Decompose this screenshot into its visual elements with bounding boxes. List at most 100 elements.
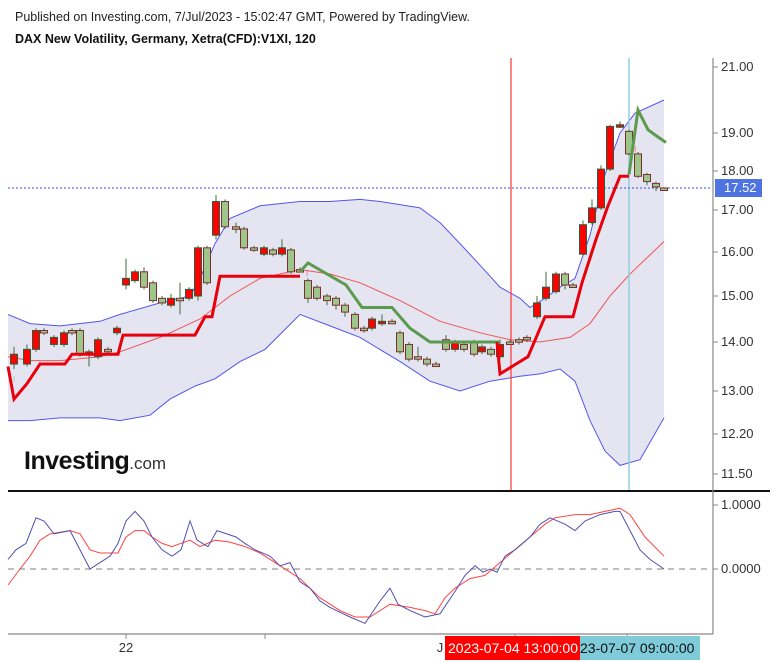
candle [313,285,321,301]
candle [523,335,531,342]
candle-body [523,336,531,341]
candle [260,245,268,257]
candle-body [203,247,211,284]
candle-body [652,182,660,188]
candle-body [552,273,560,293]
candle-body [341,304,349,313]
candle [388,319,396,325]
candle [414,346,422,362]
candle-body [597,168,605,209]
investing-logo: Investing.com [24,447,166,476]
logo-domain-text: .com [129,454,167,473]
candle [561,271,569,290]
candle [487,346,495,357]
candle [579,220,587,257]
candle-body [158,297,166,304]
candle-body [414,356,422,360]
candle-body [185,288,193,299]
candle [423,356,431,367]
candle [606,124,614,171]
candle-body [643,174,651,183]
candle [396,330,404,355]
candle-body [221,201,229,228]
axes: 21.00 19.00 18.00 17.00 16.00 15.00 14.00 13.00… [8,58,770,655]
candle [203,245,211,285]
crosshair-time-cyan: 23-07-07 09:00:00 [580,636,700,660]
candle [158,296,166,306]
candle-body [660,187,668,191]
candle-body [378,320,386,325]
candle-body [460,343,468,350]
candle-body [487,348,495,355]
candle-body [32,330,40,350]
candle-body [478,346,486,353]
candle-body [212,201,220,236]
oscillator-pane [7,507,712,625]
price-tick-label: 17.00 [721,202,754,217]
candle [269,247,277,257]
candle-body [542,286,550,299]
signal-marker: I [306,269,308,278]
candle [432,361,440,368]
lower-band-line [8,313,665,466]
candle [542,271,550,301]
candle [323,293,331,306]
candle-body [561,273,569,286]
candle-body [10,353,18,365]
signal-marker: I [13,375,15,384]
stop-lines: I I I [6,104,667,403]
candle [94,337,102,360]
price-tick-label: 14.00 [721,334,754,349]
candle-body [50,336,58,345]
candle [515,337,523,345]
candle [287,247,295,274]
candle [122,258,130,290]
price-tick-label: 18.00 [721,163,754,178]
candle [185,287,193,301]
candle [240,226,248,250]
candle [332,296,340,310]
candle-body [606,125,614,170]
candle [76,328,84,357]
candle [341,302,349,317]
candle-body [405,343,413,360]
candle [652,181,660,191]
logo-main-text: Investing [24,447,130,475]
candle [23,344,31,367]
candle [250,245,258,252]
candle-body [533,302,541,318]
candle-body [167,297,175,306]
candle [643,172,651,186]
candle-body [260,247,268,255]
candle [660,186,668,191]
candle [50,335,58,347]
candle-body [278,247,286,255]
candle [460,342,468,352]
candle [212,195,220,240]
candle-body [68,330,76,334]
candle [60,330,68,347]
candle [149,280,157,303]
price-tick-label: 15.00 [721,288,754,303]
candle [506,339,514,345]
price-tick-label: 19.00 [721,125,754,140]
candle-body [360,327,368,332]
candle [232,222,240,234]
candle-body [176,297,184,302]
candle-body [240,228,248,249]
candle-body [269,249,277,255]
time-tick-label: J [437,640,444,655]
candle-body [76,330,84,355]
candle-body [506,341,514,345]
candle-body [579,224,587,255]
candle [405,342,413,362]
candle [378,314,386,326]
candle-body [569,284,577,288]
candle-body [149,282,157,302]
stop-line-green [298,261,500,344]
price-tick-label: 11.50 [721,466,753,481]
candle [569,282,577,288]
candle [533,296,541,319]
candle-body [131,271,139,282]
